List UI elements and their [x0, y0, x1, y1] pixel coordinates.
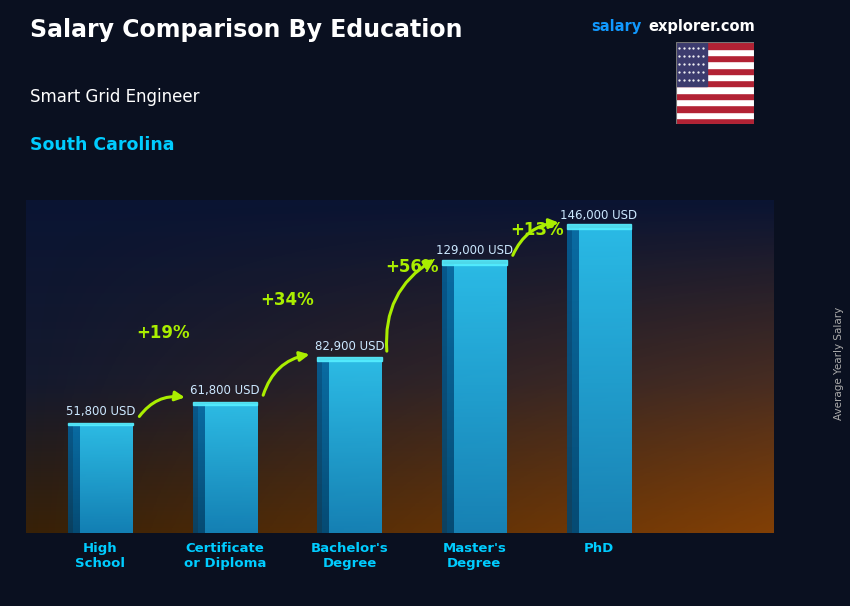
FancyArrowPatch shape	[139, 392, 181, 416]
Bar	[676, 118, 754, 124]
Text: Average Yearly Salary: Average Yearly Salary	[834, 307, 844, 420]
Text: South Carolina: South Carolina	[30, 136, 174, 155]
Bar	[676, 48, 754, 55]
Text: 146,000 USD: 146,000 USD	[560, 209, 638, 222]
Text: salary: salary	[591, 19, 641, 35]
Text: 82,900 USD: 82,900 USD	[314, 340, 384, 353]
FancyArrowPatch shape	[264, 353, 306, 395]
Bar	[676, 80, 754, 87]
Bar	[676, 61, 754, 68]
Bar	[676, 105, 754, 112]
Text: +13%: +13%	[510, 221, 564, 239]
Bar	[676, 68, 754, 74]
Bar	[676, 112, 754, 118]
Text: +19%: +19%	[136, 324, 190, 342]
Text: Salary Comparison By Education: Salary Comparison By Education	[30, 18, 462, 42]
Bar	[676, 42, 754, 48]
FancyArrowPatch shape	[513, 220, 555, 255]
FancyArrowPatch shape	[387, 261, 432, 351]
Text: explorer.com: explorer.com	[649, 19, 756, 35]
Bar	[567, 224, 632, 229]
Bar	[676, 99, 754, 105]
Bar	[68, 424, 133, 425]
Text: +34%: +34%	[260, 291, 314, 309]
Bar	[676, 74, 754, 80]
Bar	[676, 42, 707, 87]
Bar	[676, 55, 754, 61]
Bar	[193, 402, 258, 405]
Text: Smart Grid Engineer: Smart Grid Engineer	[30, 88, 199, 106]
Text: 129,000 USD: 129,000 USD	[436, 244, 513, 257]
Text: 61,800 USD: 61,800 USD	[190, 384, 260, 397]
Text: +56%: +56%	[385, 258, 439, 276]
Bar	[676, 87, 754, 93]
Bar	[676, 93, 754, 99]
Bar	[317, 358, 382, 361]
Bar	[442, 260, 507, 265]
Text: 51,800 USD: 51,800 USD	[65, 405, 135, 418]
